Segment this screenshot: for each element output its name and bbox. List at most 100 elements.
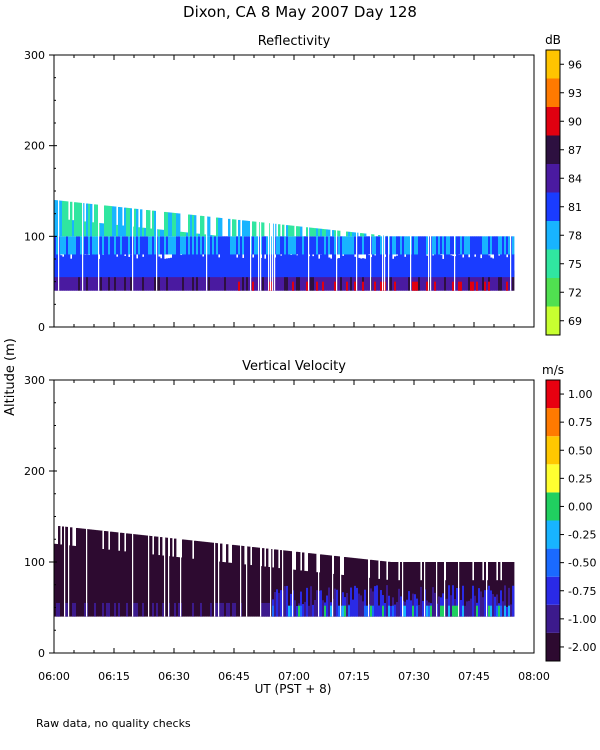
heatmap-cell [390,562,393,617]
heatmap-gap [250,200,252,291]
heatmap-gap [336,200,338,291]
heatmap-cell [328,274,331,291]
heatmap-column [62,200,65,291]
x-tick-label: 07:15 [338,670,370,683]
heatmap-cell [202,236,205,255]
heatmap-cell [418,604,421,617]
heatmap-cell [400,236,403,255]
heatmap-cell [284,275,287,291]
heatmap-cell [412,281,415,291]
heatmap-cell [296,255,299,278]
heatmap-column [426,562,429,617]
heatmap-cell [118,268,121,291]
colorbar-tick-label: 0.25 [568,472,593,485]
heatmap-cell [278,268,281,291]
heatmap-gap [318,525,320,617]
heatmap-column [260,200,263,291]
heatmap-cell [54,274,57,291]
heatmap-column [342,236,345,291]
heatmap-column [282,525,285,617]
heatmap-column [434,236,437,291]
heatmap-column [56,200,59,291]
heatmap-cell [292,281,295,291]
heatmap-cell [198,245,201,278]
heatmap-column [414,236,417,291]
heatmap-cell [206,542,209,617]
heatmap-column [170,212,173,291]
heatmap-cell [136,208,139,237]
heatmap-cell [452,236,455,255]
colorbar-tick-label: 96 [568,58,582,71]
heatmap-column [154,210,157,291]
heatmap-column [490,236,493,291]
heatmap-cell [468,275,471,291]
heatmap-cell [342,592,345,617]
panel-reflectivity: Reflectivity0100200300697275788184879093… [24,33,582,336]
heatmap-column [138,227,141,291]
heatmap-column [496,580,499,617]
heatmap-column [472,580,475,617]
heatmap-cell [160,229,163,237]
heatmap-column [274,549,277,617]
heatmap-cell [198,233,201,237]
heatmap-column [398,580,401,617]
heatmap-cell [512,236,515,255]
heatmap-cell [328,236,331,255]
heatmap-cell [216,602,219,617]
heatmap-cell [406,599,409,617]
heatmap-cell [134,236,137,255]
heatmap-column [476,562,479,617]
heatmap-cell [142,256,145,278]
heatmap-gap [206,200,208,291]
heatmap-cell [370,588,373,617]
heatmap-cell [76,271,79,291]
colorbar-frame [545,49,561,336]
y-axis-label: Altitude (m) [3,338,18,416]
heatmap-cell [386,236,389,255]
heatmap-cell [462,585,465,617]
heatmap-cell [386,585,389,617]
heatmap-column [360,558,363,617]
heatmap-column [358,236,361,291]
heatmap-gap [164,525,166,617]
heatmap-column [494,236,497,291]
heatmap-cell [284,236,287,255]
heatmap-cell [414,594,417,617]
heatmap-cell [500,236,503,255]
heatmap-cell [152,554,155,617]
heatmap-cell [454,605,457,617]
heatmap-cell [490,590,493,617]
heatmap-cell [478,588,481,617]
heatmap-column [364,233,367,291]
heatmap-cell [378,605,381,617]
heatmap-cell [448,270,451,291]
heatmap-cell [394,562,397,617]
heatmap-cell [280,271,283,291]
heatmap-cell [100,530,103,617]
heatmap-column [302,552,305,617]
heatmap-cell [184,245,187,278]
heatmap-cell [464,236,467,255]
heatmap-column [306,227,309,291]
heatmap-cell [136,258,139,278]
heatmap-cell [464,605,467,617]
heatmap-column [290,225,293,291]
heatmap-column [214,525,217,617]
heatmap-gap [168,525,170,617]
heatmap-cell [376,247,379,278]
heatmap-cell [158,555,161,617]
heatmap-column [500,580,503,617]
heatmap-cell [384,603,387,617]
heatmap-column [336,200,339,291]
heatmap-cell [480,562,483,617]
heatmap-cell [400,268,403,291]
heatmap-cell [294,569,297,617]
heatmap-cell [442,593,445,617]
heatmap-column [356,200,359,291]
heatmap-cell [178,236,181,255]
heatmap-cell [498,255,501,278]
colorbar-tick-label: 72 [568,286,582,299]
heatmap-column [360,233,363,291]
